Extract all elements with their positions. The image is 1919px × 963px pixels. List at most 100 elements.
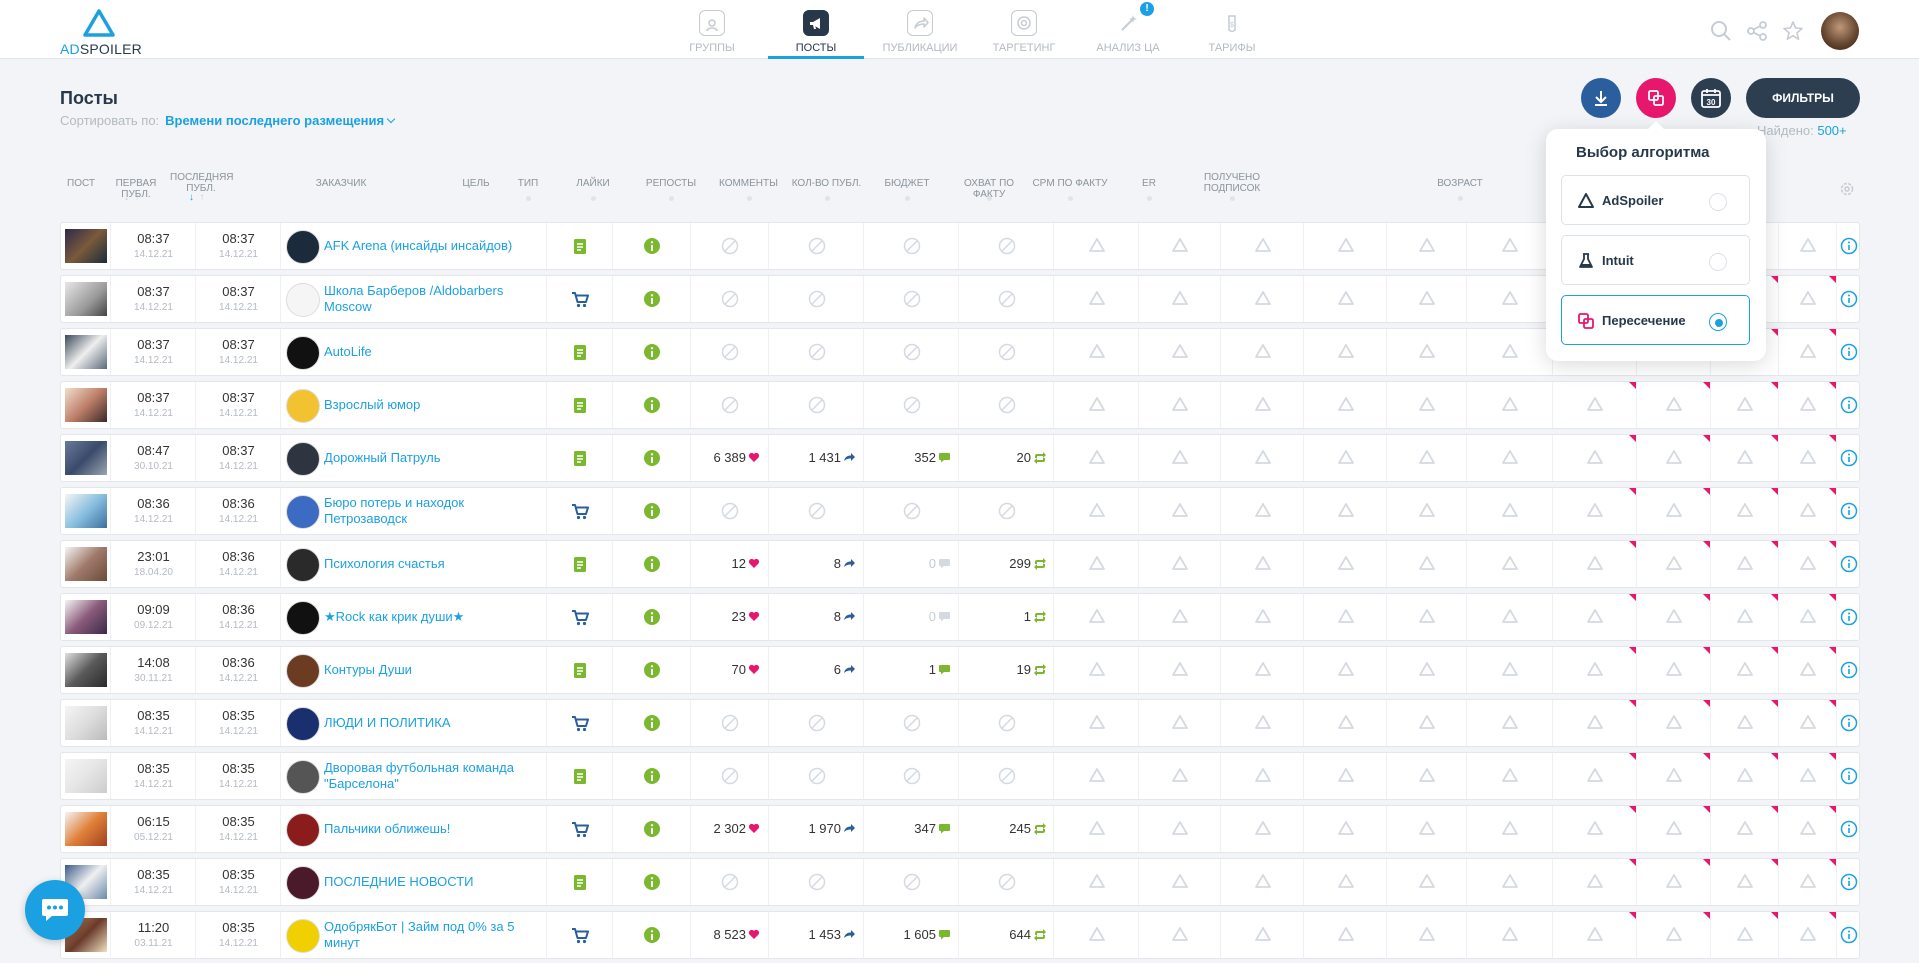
customer-avatar[interactable] xyxy=(286,442,320,476)
column-header[interactable]: ЛАЙКИ xyxy=(576,178,610,189)
nav-item-groups[interactable]: ГРУППЫ xyxy=(660,0,764,59)
radio-button[interactable] xyxy=(1709,193,1727,211)
algorithm-button[interactable] xyxy=(1636,78,1676,118)
column-header[interactable]: БЮДЖЕТ xyxy=(884,178,930,189)
info-type-icon[interactable] xyxy=(643,396,661,414)
customer-avatar[interactable] xyxy=(286,283,320,317)
column-settings-icon[interactable] xyxy=(1839,181,1855,197)
table-row[interactable]: 08:35 14.12.21 08:35 14.12.21 ЛЮДИ И ПОЛИТИК… xyxy=(60,699,1860,747)
column-header[interactable]: ПЕРВАЯ ПУБЛ. xyxy=(115,178,157,200)
table-row[interactable]: 23:01 18.04.20 08:36 14.12.21 Психология сча… xyxy=(60,540,1860,588)
radio-button[interactable] xyxy=(1709,313,1727,331)
customer-link[interactable]: Школа Барберов /Aldobarbers Moscow xyxy=(324,283,504,314)
algorithm-option-adspoiler[interactable]: AdSpoiler xyxy=(1561,175,1750,225)
customer-link[interactable]: ЛЮДИ И ПОЛИТИКА xyxy=(324,715,451,730)
nav-item-magic-wand[interactable]: АНАЛИЗ ЦА! xyxy=(1076,0,1180,59)
table-row[interactable]: 14:08 30.11.21 08:36 14.12.21 Контуры Души 70… xyxy=(60,646,1860,694)
table-row[interactable]: 08:35 14.12.21 08:35 14.12.21 ПОСЛЕДНИЕ НОВО… xyxy=(60,858,1860,906)
algorithm-option-intersection[interactable]: Пересечение xyxy=(1561,295,1750,345)
post-thumbnail[interactable] xyxy=(65,600,107,634)
info-type-icon[interactable] xyxy=(643,714,661,732)
post-thumbnail[interactable] xyxy=(65,812,107,846)
info-type-icon[interactable] xyxy=(643,343,661,361)
customer-link[interactable]: ★Rock как крик души★ xyxy=(324,609,465,624)
info-icon[interactable] xyxy=(1840,290,1858,308)
table-row[interactable]: 09:09 09.12.21 08:36 14.12.21 ★Rock как крик… xyxy=(60,593,1860,641)
customer-avatar[interactable] xyxy=(286,919,320,953)
customer-avatar[interactable] xyxy=(286,813,320,847)
info-icon[interactable] xyxy=(1840,502,1858,520)
column-header[interactable]: ПОСЛЕДНЯЯ ПУБЛ. xyxy=(170,172,234,194)
search-icon[interactable] xyxy=(1709,19,1733,43)
customer-avatar[interactable] xyxy=(286,336,320,370)
customer-link[interactable]: ОдобрякБот | Займ под 0% за 5 минут xyxy=(324,919,515,950)
post-thumbnail[interactable] xyxy=(65,759,107,793)
sort-arrows[interactable]: ↓ ↑ xyxy=(189,192,205,203)
post-thumbnail[interactable] xyxy=(65,388,107,422)
customer-avatar[interactable] xyxy=(286,389,320,423)
column-header[interactable]: ПОЛУЧЕНО ПОДПИСОК xyxy=(1203,172,1261,194)
customer-link[interactable]: Психология счастья xyxy=(324,556,445,571)
column-header[interactable]: ER xyxy=(1142,178,1156,189)
radio-button[interactable] xyxy=(1709,253,1727,271)
column-header[interactable]: РЕПОСТЫ xyxy=(645,178,697,189)
download-button[interactable] xyxy=(1581,78,1621,118)
info-type-icon[interactable] xyxy=(643,290,661,308)
column-header[interactable]: CPM ПО ФАКТУ xyxy=(1032,178,1108,189)
info-icon[interactable] xyxy=(1840,820,1858,838)
table-row[interactable]: 11:20 03.11.21 08:35 14.12.21 ОдобрякБот | З… xyxy=(60,911,1860,959)
post-thumbnail[interactable] xyxy=(65,441,107,475)
info-icon[interactable] xyxy=(1840,714,1858,732)
info-type-icon[interactable] xyxy=(643,449,661,467)
customer-avatar[interactable] xyxy=(286,548,320,582)
customer-link[interactable]: Контуры Души xyxy=(324,662,412,677)
customer-link[interactable]: Дорожный Патруль xyxy=(324,450,441,465)
user-avatar[interactable] xyxy=(1821,12,1859,50)
info-type-icon[interactable] xyxy=(643,608,661,626)
table-row[interactable]: 08:37 14.12.21 08:37 14.12.21 Взрослый юмор xyxy=(60,381,1860,429)
info-icon[interactable] xyxy=(1840,926,1858,944)
post-thumbnail[interactable] xyxy=(65,282,107,316)
post-thumbnail[interactable] xyxy=(65,653,107,687)
customer-link[interactable]: AutoLife xyxy=(324,344,372,359)
nav-item-target[interactable]: ТАРГЕТИНГ xyxy=(972,0,1076,59)
column-header[interactable]: КОЛ-ВО ПУБЛ. xyxy=(791,178,862,189)
customer-link[interactable]: Пальчики оближешь! xyxy=(324,821,451,836)
customer-avatar[interactable] xyxy=(286,866,320,900)
column-header[interactable]: ТИП xyxy=(517,178,539,189)
customer-avatar[interactable] xyxy=(286,495,320,529)
info-icon[interactable] xyxy=(1840,873,1858,891)
info-icon[interactable] xyxy=(1840,237,1858,255)
column-header[interactable]: ЗАКАЗЧИК xyxy=(315,178,367,189)
post-thumbnail[interactable] xyxy=(65,706,107,740)
info-type-icon[interactable] xyxy=(643,661,661,679)
customer-link[interactable]: Дворовая футбольная команда "Барселона" xyxy=(324,760,514,791)
info-type-icon[interactable] xyxy=(643,873,661,891)
table-row[interactable]: 06:15 05.12.21 08:35 14.12.21 Пальчики оближ… xyxy=(60,805,1860,853)
customer-link[interactable]: AFK Arena (инсайды инсайдов) xyxy=(324,238,513,253)
post-thumbnail[interactable] xyxy=(65,547,107,581)
share-icon[interactable] xyxy=(1745,19,1769,43)
sort-dropdown[interactable]: Времени последнего размещения xyxy=(165,113,394,128)
column-header[interactable]: ЦЕЛЬ xyxy=(462,178,490,189)
filters-button[interactable]: ФИЛЬТРЫ xyxy=(1746,78,1860,118)
column-header[interactable]: ОХВАТ ПО ФАКТУ xyxy=(963,178,1015,200)
adspoiler-logo[interactable]: ADSPOILER xyxy=(60,6,142,57)
info-icon[interactable] xyxy=(1840,608,1858,626)
info-type-icon[interactable] xyxy=(643,555,661,573)
post-thumbnail[interactable] xyxy=(65,494,107,528)
star-icon[interactable] xyxy=(1781,19,1805,43)
nav-item-share[interactable]: ПУБЛИКАЦИИ xyxy=(868,0,972,59)
customer-avatar[interactable] xyxy=(286,230,320,264)
info-icon[interactable] xyxy=(1840,343,1858,361)
table-row[interactable]: 08:47 30.10.21 08:37 14.12.21 Дорожный Патру… xyxy=(60,434,1860,482)
sort-arrows[interactable]: ↓ ↑ xyxy=(124,192,140,203)
table-row[interactable]: 08:36 14.12.21 08:36 14.12.21 Бюро потерь и … xyxy=(60,487,1860,535)
customer-avatar[interactable] xyxy=(286,601,320,635)
post-thumbnail[interactable] xyxy=(65,229,107,263)
info-type-icon[interactable] xyxy=(643,926,661,944)
customer-link[interactable]: ПОСЛЕДНИЕ НОВОСТИ xyxy=(324,874,474,889)
column-header[interactable]: ПОСТ xyxy=(67,178,95,189)
info-icon[interactable] xyxy=(1840,555,1858,573)
info-type-icon[interactable] xyxy=(643,502,661,520)
